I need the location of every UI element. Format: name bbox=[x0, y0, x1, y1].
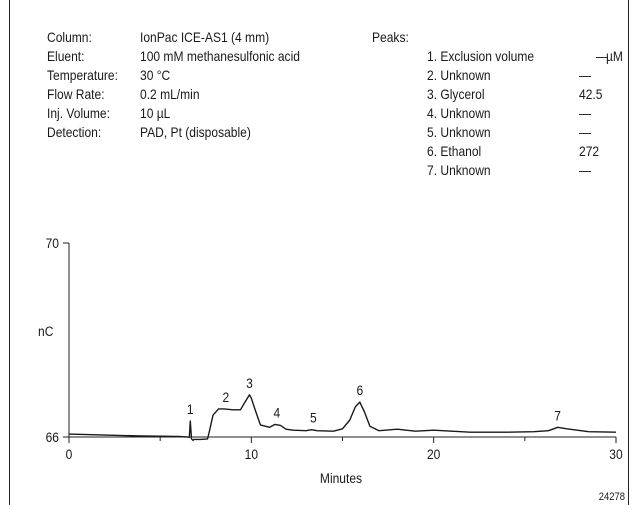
peak-value: — bbox=[579, 124, 592, 140]
peak-label: 6 bbox=[356, 382, 363, 398]
x-tick-label: 30 bbox=[609, 446, 622, 462]
condition-label: Eluent: bbox=[47, 48, 85, 64]
condition-label: Temperature: bbox=[47, 67, 118, 83]
condition-value: 10 µL bbox=[140, 105, 171, 121]
peak-value: 272 bbox=[579, 143, 600, 159]
peak-label: 1 bbox=[187, 401, 194, 417]
peak-value: — bbox=[579, 105, 592, 121]
chart-axes: 66 70 0 10 20 30 bbox=[46, 235, 623, 462]
condition-value: 0.2 mL/min bbox=[140, 86, 200, 102]
condition-label: Inj. Volume: bbox=[47, 105, 110, 121]
chart-trace-layer bbox=[68, 394, 617, 442]
condition-label: Detection: bbox=[47, 124, 102, 140]
peak-name: 4. Unknown bbox=[427, 105, 491, 121]
x-tick-label: 20 bbox=[427, 446, 440, 462]
condition-value: IonPac ICE-AS1 (4 mm) bbox=[140, 29, 270, 45]
x-axis-label: Minutes bbox=[320, 470, 363, 486]
chromatogram-trace bbox=[68, 394, 617, 442]
peak-name: 5. Unknown bbox=[427, 124, 491, 140]
peak-label: 2 bbox=[222, 389, 229, 405]
peak-value: 42.5 bbox=[579, 86, 603, 102]
peak-unit: µM bbox=[606, 48, 623, 64]
y-tick-label: 70 bbox=[46, 235, 59, 251]
peak-name: 7. Unknown bbox=[427, 162, 491, 178]
peak-name: 3. Glycerol bbox=[427, 86, 485, 102]
peak-value: — bbox=[579, 67, 592, 83]
peak-value: — bbox=[596, 48, 609, 64]
condition-label: Column: bbox=[47, 29, 92, 45]
x-tick-label: 10 bbox=[245, 446, 258, 462]
peaks-heading: Peaks: bbox=[372, 29, 409, 45]
condition-value: PAD, Pt (disposable) bbox=[140, 124, 251, 140]
chart-peak-labels: 1 2 3 4 5 6 7 bbox=[187, 375, 561, 426]
peak-label: 7 bbox=[554, 407, 561, 423]
peak-name: 6. Ethanol bbox=[427, 143, 482, 159]
y-axis-label: nC bbox=[38, 323, 53, 339]
y-tick-label: 66 bbox=[46, 429, 59, 445]
peak-name: 1. Exclusion volume bbox=[427, 48, 535, 64]
peak-value: — bbox=[579, 162, 592, 178]
peak-name: 2. Unknown bbox=[427, 67, 491, 83]
peak-label: 3 bbox=[246, 375, 253, 391]
condition-value: 30 °C bbox=[140, 67, 171, 83]
figure-frame bbox=[9, 0, 629, 505]
condition-value: 100 mM methanesulfonic acid bbox=[140, 48, 300, 64]
peak-label: 4 bbox=[274, 405, 281, 421]
peak-label: 5 bbox=[310, 410, 317, 426]
condition-label: Flow Rate: bbox=[47, 86, 105, 102]
x-tick-label: 0 bbox=[66, 446, 73, 462]
figure-id: 24278 bbox=[599, 491, 626, 503]
